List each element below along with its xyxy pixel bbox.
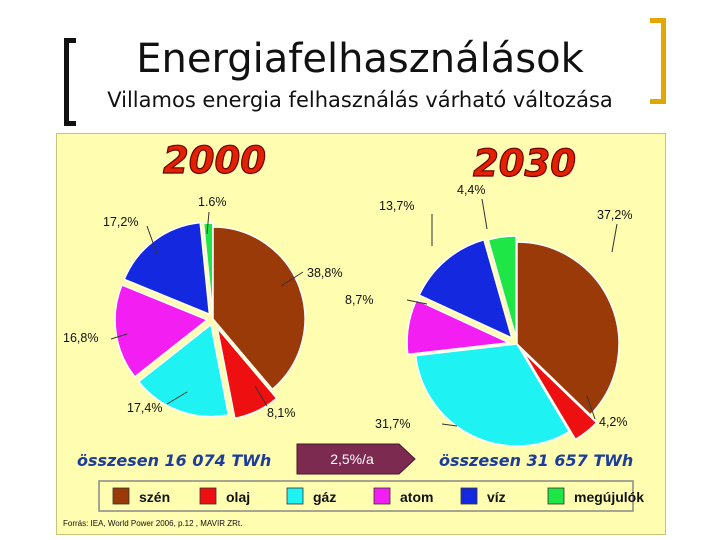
source-note: Forrás: IEA, World Power 2006, p.12 , MA… [63,519,242,528]
pie-2000-slice-4 [123,221,211,316]
pie-2030-slice-1 [522,351,598,441]
legend-swatch-1 [199,487,217,505]
pie-2000-slice-3 [114,284,209,378]
pie-2030-label-1: 4,2% [599,415,628,429]
pie-2000-leader-3 [110,333,128,340]
legend-box [98,480,634,512]
growth-rate-label: 2,5%/a [330,451,374,467]
pie-2000-label-4: 17,2% [103,215,138,229]
pie-2030-leader-3 [406,299,428,305]
legend-swatch-2 [286,487,304,505]
pie-charts-svg: 38,8% 8,1% 17,4% 16,8% 17,2% 1.6% 37,2% 4,2% 31,… [63,138,644,528]
pie-2030-label-0: 37,2% [597,208,632,222]
growth-arrow [296,443,416,475]
pie-2030-label-3: 8,7% [345,293,374,307]
chart-panel: 38,8% 8,1% 17,4% 16,8% 17,2% 1.6% 37,2% 4,2% 31,… [56,133,666,535]
left-bracket-decoration [64,38,76,126]
pie-2000-slice-1 [216,325,278,420]
pie-2030-leader-1 [586,395,596,420]
pie-2030-slice-2 [414,343,571,447]
legend-label-5: megújulók [574,489,644,505]
pie-2000-label-5: 1.6% [198,195,227,209]
pie-2000-leader-2 [166,391,188,405]
pie-2000-leader-4 [146,225,158,255]
pie-2030-slice-4 [418,238,513,340]
legend-label-1: olaj [226,489,250,505]
legend-label-4: víz [487,489,506,505]
pie-2000-label-3: 16,8% [63,331,98,345]
pie-2030-leader-5 [481,198,488,230]
legend: szén olaj gáz atom víz megújulók [112,487,644,505]
slide-subtitle: Villamos energia felhasználás várható vá… [107,88,613,112]
pie-2000-leader-1 [254,385,268,407]
pie-2030-slice-0 [516,241,620,416]
pie-2030-label-2: 31,7% [375,417,410,431]
pie-2000-slice-0 [212,226,306,391]
legend-swatch-4 [460,487,478,505]
pie-2000-label-0: 38,8% [307,266,342,280]
pie-2000-leader-0 [280,271,304,287]
right-bracket-decoration [650,18,666,104]
pie-2030-leader-2 [441,423,458,427]
pie-2030-label-4: 13,7% [379,199,414,213]
pie-2000-year-title: 2000 [163,139,266,182]
pie-2000-label-1: 8,1% [267,406,296,420]
pie-2030-leader-0 [611,223,618,253]
pie-2030-year-title: 2030 [473,142,576,185]
pie-2000-label-2: 17,4% [127,401,162,415]
legend-swatch-5 [547,487,565,505]
pie-2030-label-5: 4,4% [457,183,486,197]
pie-2000-slice-2 [137,323,230,418]
slide-title: Energiafelhasználások [136,36,584,82]
total-2030: összesen 31 657 TWh [439,451,633,470]
legend-label-0: szén [139,489,170,505]
pie-2030-slice-5 [487,235,517,339]
legend-swatch-3 [373,487,391,505]
pie-2030-slice-3 [406,298,512,356]
total-2000: összesen 16 074 TWh [77,451,271,470]
pie-group: 38,8% 8,1% 17,4% 16,8% 17,2% 1.6% 37,2% 4,2% 31,… [63,183,632,447]
legend-swatch-0 [112,487,130,505]
pie-2000-leader-5 [206,211,210,235]
legend-label-3: atom [400,489,433,505]
legend-label-2: gáz [313,489,336,505]
